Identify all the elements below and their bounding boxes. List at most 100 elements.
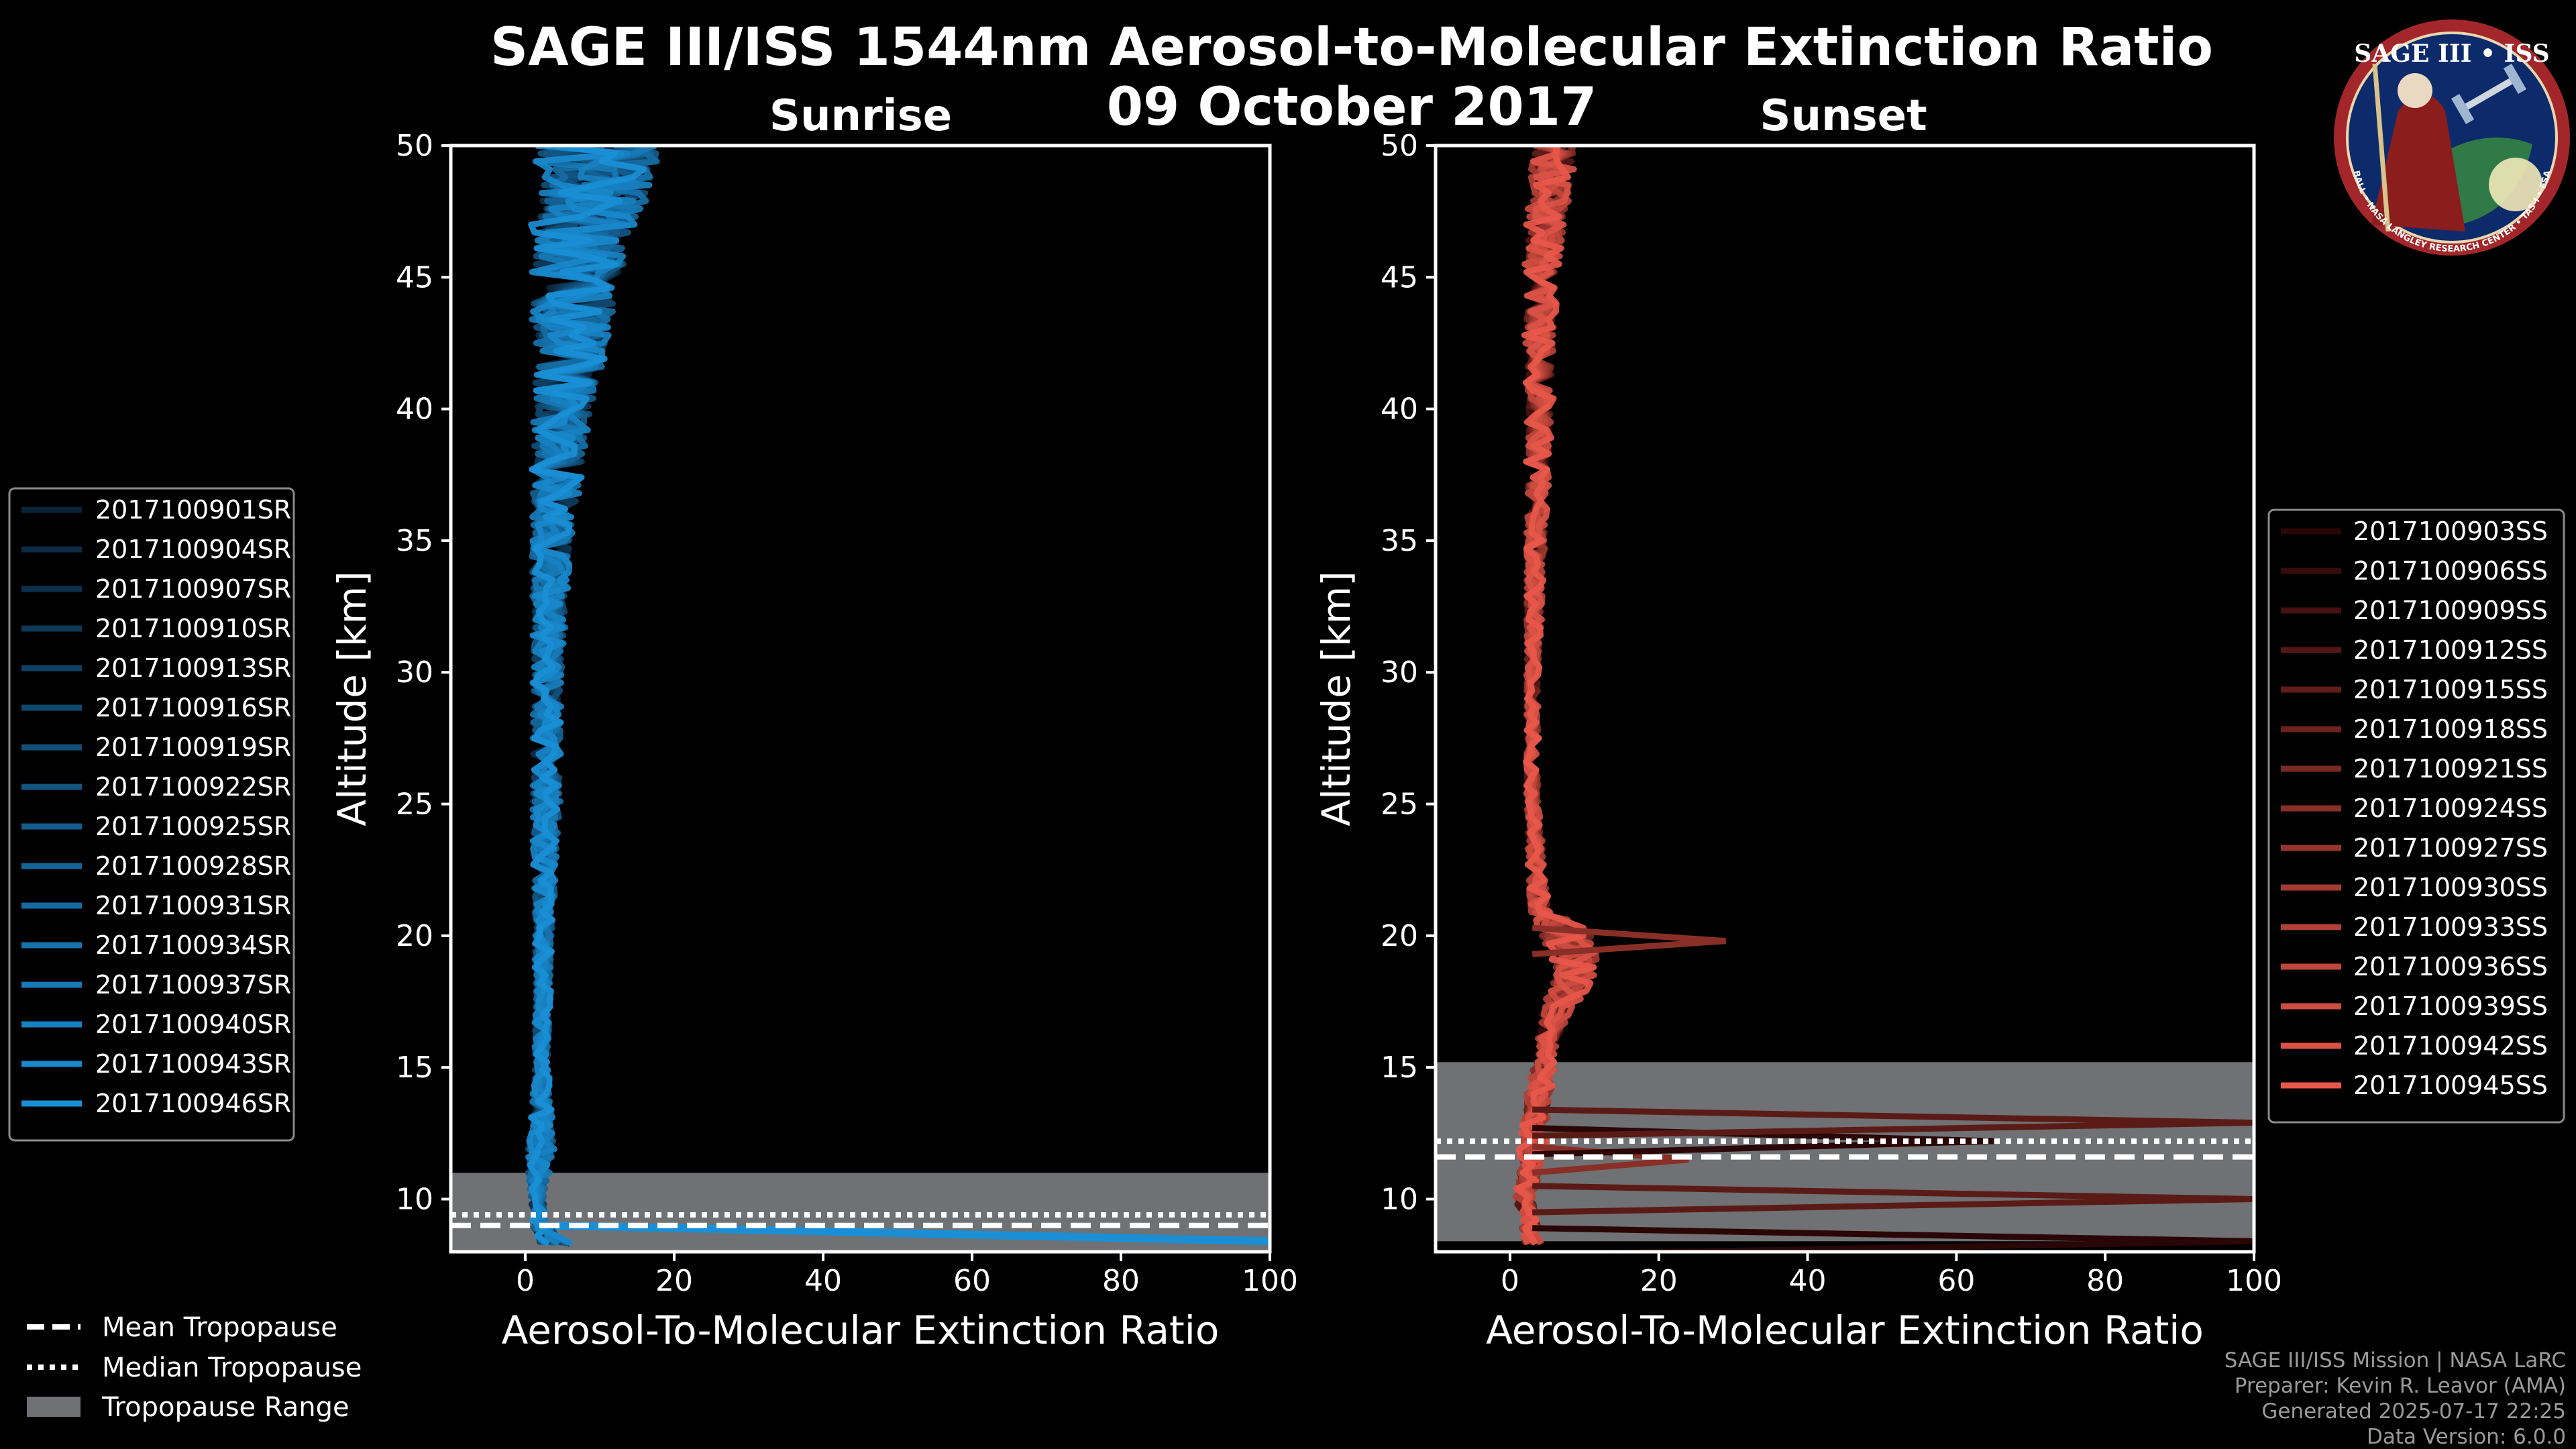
logo-staff <box>2372 63 2391 232</box>
sunrise-panel: Sunrise 0 20 40 60 80 100 10 15 20 25 30 35 40 45 50 Aer… <box>329 91 1298 1353</box>
sunset-xtick-label: 60 <box>1937 1264 1975 1298</box>
logo-sun <box>2489 158 2542 211</box>
sunset-outlier-spike <box>1532 924 1726 957</box>
sunset-ytick-label: 30 <box>1381 655 1418 690</box>
sunrise-ytick-label: 25 <box>396 788 433 822</box>
sunrise-legend-label: 2017100940SR <box>95 1010 291 1039</box>
sunset-ytick-label: 35 <box>1381 524 1418 558</box>
sunrise-legend-label: 2017100937SR <box>95 970 291 1000</box>
logo-sage-figure <box>2371 94 2465 231</box>
sunset-legend-label: 2017100918SS <box>2353 714 2548 744</box>
sunset-x-axis-label: Aerosol-To-Molecular Extinction Ratio <box>1486 1307 2204 1353</box>
sunrise-xtick-label: 80 <box>1102 1264 1140 1298</box>
sunset-legend-label: 2017100903SS <box>2353 517 2548 546</box>
sunset-legend-label: 2017100906SS <box>2353 556 2548 586</box>
sunset-xtick-label: 40 <box>1789 1264 1827 1298</box>
legend-range-swatch <box>27 1397 80 1417</box>
sunrise-y-axis-label: Altitude [km] <box>329 571 375 826</box>
sunset-legend-label: 2017100924SS <box>2353 794 2548 823</box>
sunset-axes-frame <box>1434 144 2256 1254</box>
sunset-legend-label: 2017100933SS <box>2353 912 2548 942</box>
sunset-xtick-label: 100 <box>2226 1264 2282 1298</box>
sunrise-ytick-label: 15 <box>396 1051 433 1085</box>
sunrise-ytick-label: 50 <box>396 129 433 163</box>
credits: SAGE III/ISS Mission | NASA LaRC Prepare… <box>2224 1348 2566 1449</box>
sunrise-legend-label: 2017100919SR <box>95 733 291 762</box>
credit-mission: SAGE III/ISS Mission | NASA LaRC <box>2224 1348 2566 1373</box>
sunset-profile-2017100945SS <box>1513 146 1597 1246</box>
credit-preparer: Preparer: Kevin R. Leavor (AMA) <box>2235 1374 2566 1398</box>
sunset-outlier-spike <box>1532 1183 2254 1216</box>
sunset-ytick-label: 50 <box>1381 129 1418 163</box>
sunrise-legend-label: 2017100946SR <box>95 1089 291 1118</box>
sunset-outlier-spike <box>1532 1106 2254 1139</box>
sunset-legend-label: 2017100930SS <box>2353 873 2548 902</box>
sunrise-legend-label: 2017100922SR <box>95 772 291 802</box>
sunrise-ytick-label: 40 <box>396 392 433 427</box>
logo-sage-head <box>2398 73 2432 108</box>
sunset-legend-label: 2017100909SS <box>2353 596 2548 625</box>
sunset-xtick-label: 80 <box>2086 1264 2124 1298</box>
sunrise-xtick-label: 0 <box>516 1264 535 1298</box>
sunrise-legend-label: 2017100907SR <box>95 574 291 604</box>
sunset-ytick-label: 15 <box>1381 1051 1418 1085</box>
sunrise-x-axis-label: Aerosol-To-Molecular Extinction Ratio <box>502 1307 1220 1353</box>
logo-name: SAGE III • ISS <box>2354 40 2549 68</box>
sunrise-legend-label: 2017100934SR <box>95 930 291 960</box>
sunrise-xtick-label: 60 <box>953 1264 991 1298</box>
sunset-ytick-label: 40 <box>1381 392 1418 427</box>
sunrise-axes-frame <box>449 144 1272 1254</box>
sunset-xtick-label: 20 <box>1640 1264 1678 1298</box>
sunset-legend-label: 2017100927SS <box>2353 833 2548 863</box>
sunrise-xtick-label: 20 <box>655 1264 693 1298</box>
sunrise-xtick-label: 40 <box>804 1264 842 1298</box>
sunset-legend-box <box>2267 508 2565 1124</box>
sunrise-legend-label: 2017100904SR <box>95 535 291 564</box>
sunrise-ytick-label: 20 <box>396 919 433 953</box>
credit-data-version: Data Version: 6.0.0 <box>2367 1425 2566 1449</box>
sunset-legend-label: 2017100921SS <box>2353 754 2548 784</box>
sunrise-xtick-label: 100 <box>1242 1264 1298 1298</box>
sunrise-series-legend: 2017100901SR 2017100904SR 2017100907SR 2017… <box>8 487 295 1142</box>
legend-mean-label: Mean Tropopause <box>102 1312 337 1343</box>
sunset-ytick-label: 20 <box>1381 919 1418 953</box>
sunset-panel: Sunset 0 20 40 60 80 100 10 15 20 25 30 35 40 45 50 Aero… <box>1313 91 2282 1353</box>
sunrise-panel-title: Sunrise <box>769 91 952 141</box>
sunrise-legend-box <box>8 487 295 1142</box>
sunrise-legend-label: 2017100931SR <box>95 891 291 920</box>
tropopause-legend: Mean Tropopause Median Tropopause Tropop… <box>27 1312 362 1423</box>
sunrise-profile-2017100946SR <box>527 146 647 1246</box>
figure-title: SAGE III/ISS 1544nm Aerosol-to-Molecular… <box>490 17 2213 78</box>
sunset-plot-area <box>1436 146 2254 1252</box>
sunrise-legend-label: 2017100925SR <box>95 812 291 841</box>
sunrise-legend-label: 2017100916SR <box>95 693 291 722</box>
legend-median-label: Median Tropopause <box>102 1352 362 1383</box>
sunrise-plot-area <box>451 146 1270 1252</box>
sunset-legend-label: 2017100936SS <box>2353 952 2548 981</box>
sunset-outlier-spike <box>1532 1225 2254 1252</box>
sunset-legend-label: 2017100912SS <box>2353 635 2548 665</box>
sunrise-ytick-label: 10 <box>396 1182 433 1216</box>
sunset-ytick-label: 25 <box>1381 788 1418 822</box>
sunset-ytick-label: 45 <box>1381 260 1418 294</box>
sunrise-legend-label: 2017100943SR <box>95 1049 291 1079</box>
sunset-y-axis-label: Altitude [km] <box>1313 571 1359 826</box>
credit-generated: Generated 2025-07-17 22:25 <box>2261 1399 2566 1424</box>
sunrise-legend-label: 2017100901SR <box>95 495 291 525</box>
sunset-legend-label: 2017100939SS <box>2353 991 2548 1021</box>
sunrise-ytick-label: 30 <box>396 655 433 690</box>
sunrise-ytick-label: 45 <box>396 260 433 294</box>
sunset-series-legend: 2017100903SS 2017100906SS 2017100909SS 2017… <box>2267 508 2565 1124</box>
logo-station-icon <box>2451 63 2527 125</box>
legend-range-label: Tropopause Range <box>101 1392 350 1423</box>
sunrise-legend-label: 2017100928SR <box>95 851 291 881</box>
sunset-legend-label: 2017100942SS <box>2353 1031 2548 1061</box>
figure-date: 09 October 2017 <box>1107 77 1597 138</box>
sunset-xtick-label: 0 <box>1501 1264 1519 1298</box>
sunset-ytick-label: 10 <box>1381 1182 1418 1216</box>
sunrise-legend-label: 2017100913SR <box>95 653 291 683</box>
sunrise-ytick-label: 35 <box>396 524 433 558</box>
sage-iii-iss-logo: SAGE III • ISS BALL • NASA LANGLEY RESEA… <box>2334 19 2570 256</box>
sunset-panel-title: Sunset <box>1760 91 1927 141</box>
